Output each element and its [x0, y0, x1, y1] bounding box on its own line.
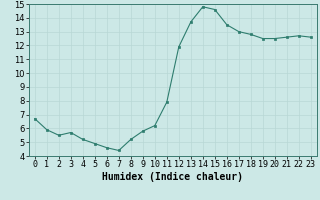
X-axis label: Humidex (Indice chaleur): Humidex (Indice chaleur): [102, 172, 243, 182]
